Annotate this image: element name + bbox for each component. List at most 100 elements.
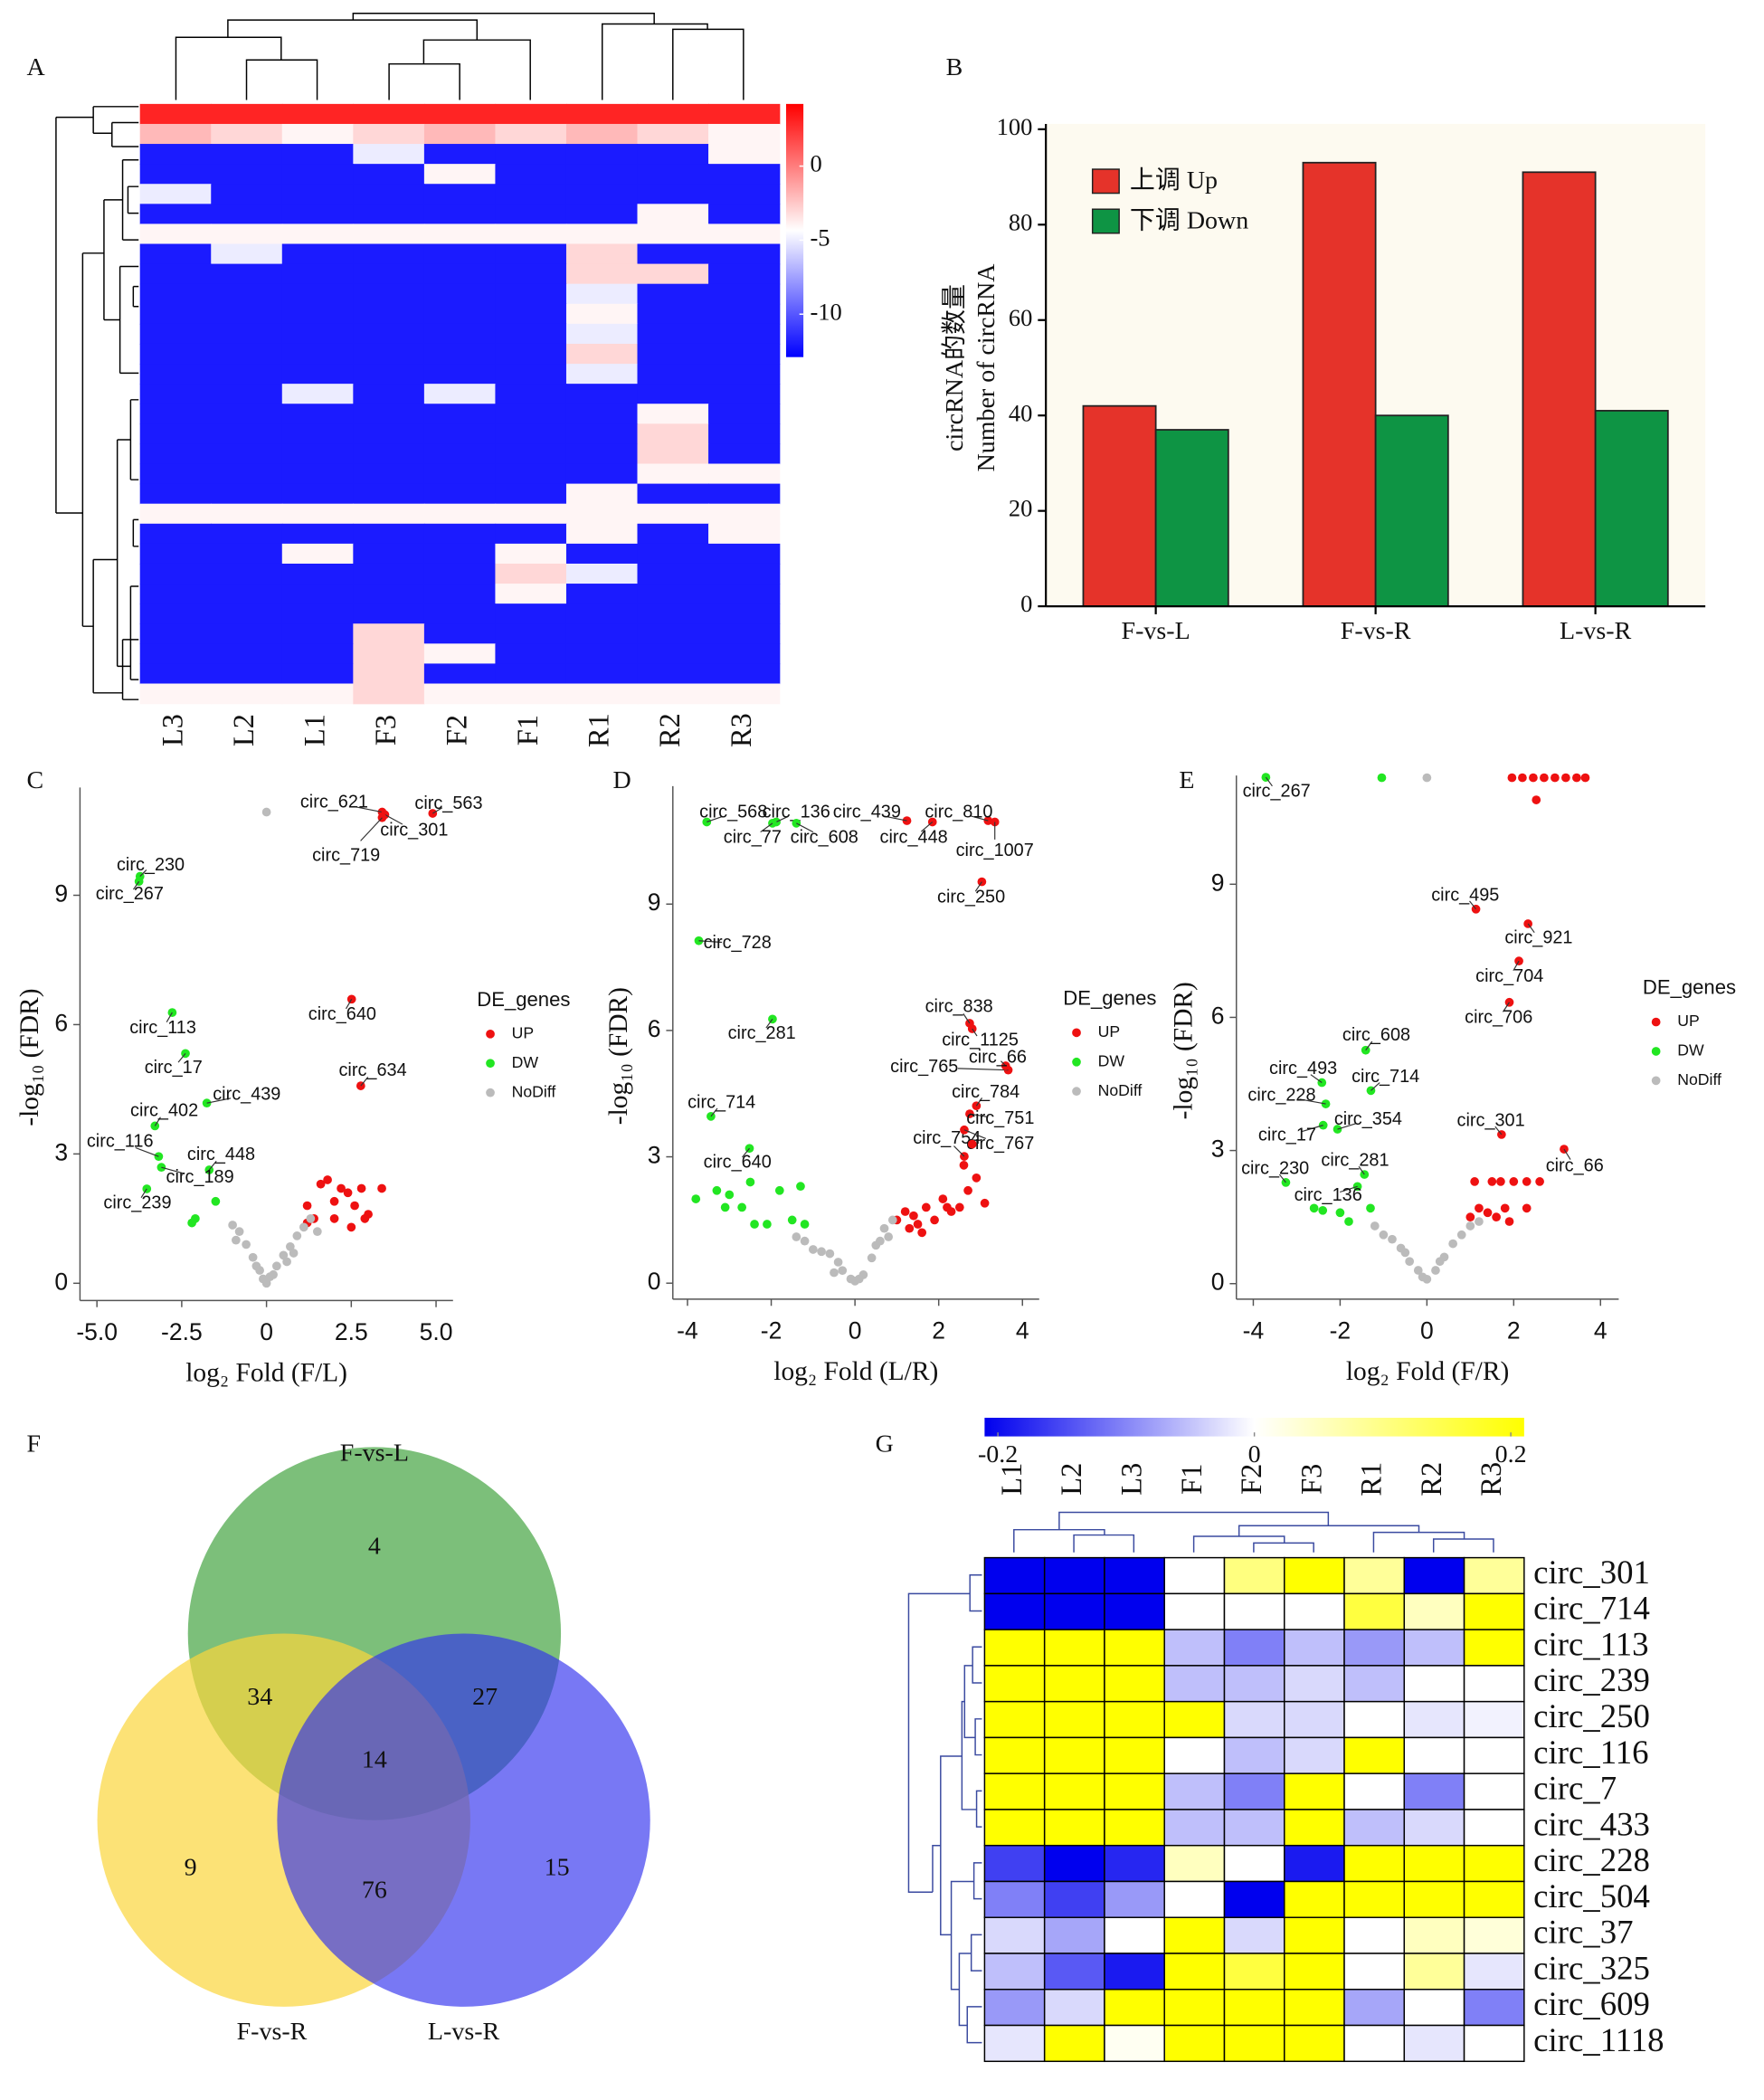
heatmap-cell <box>423 144 497 165</box>
heatmap-cell <box>353 423 425 445</box>
point <box>1413 1266 1423 1275</box>
heatmap-cell <box>353 623 425 645</box>
panel-label: E <box>1179 766 1194 794</box>
point <box>884 1232 894 1241</box>
heatmap-cell <box>708 303 781 325</box>
point <box>900 1207 910 1216</box>
heatmap-cell <box>708 123 781 145</box>
heatmap-cell <box>211 364 283 385</box>
point-label: circ_728 <box>704 933 772 953</box>
heatmap-cell <box>1284 1556 1345 1595</box>
x-tick-label: L-vs-R <box>1560 617 1632 645</box>
point <box>329 1213 339 1223</box>
heatmap-cell <box>495 503 567 525</box>
heatmap-cell <box>353 483 425 505</box>
legend-marker <box>486 1029 495 1039</box>
point <box>1523 919 1533 928</box>
point <box>1400 1248 1410 1258</box>
heatmap-cell <box>1043 1844 1105 1883</box>
label-leader <box>135 1146 159 1157</box>
x-tick-label: -2 <box>1330 1317 1351 1345</box>
heatmap-cell <box>423 263 497 285</box>
heatmap-cell <box>353 404 425 425</box>
region-count: 14 <box>362 1745 387 1773</box>
heatmap-cell <box>1043 1880 1105 1918</box>
y-tick-label: 9 <box>648 888 661 916</box>
point <box>980 1198 990 1208</box>
heatmap-cell <box>139 323 212 345</box>
label-leader <box>154 1117 161 1126</box>
heatmap-cell <box>495 683 567 705</box>
label-leader <box>1001 1060 1007 1067</box>
x-axis-label: log₂ Fold (F/L) <box>185 1359 347 1388</box>
heatmap-cell <box>565 563 639 584</box>
point <box>1522 1203 1532 1213</box>
heatmap-cell <box>495 263 567 285</box>
y-tick-label: 0 <box>648 1268 661 1295</box>
point <box>833 1258 843 1267</box>
label-leader <box>1299 1098 1326 1105</box>
point <box>1431 1266 1440 1275</box>
heatmap-cell <box>1284 1809 1345 1847</box>
label-leader <box>360 1076 369 1087</box>
point <box>261 1278 271 1288</box>
heatmap-cell <box>1463 1844 1525 1883</box>
point-label: circ_281 <box>728 1023 796 1043</box>
heatmap-cell <box>1104 1736 1165 1774</box>
point <box>282 1257 291 1267</box>
heatmap-cell <box>495 483 567 505</box>
panel-label: G <box>876 1430 894 1458</box>
heatmap-cell <box>708 463 781 485</box>
point <box>750 1220 759 1229</box>
heatmap-cell <box>495 184 567 205</box>
point <box>977 877 987 887</box>
legend-swatch <box>1091 168 1120 195</box>
heatmap-cell <box>1163 1809 1226 1847</box>
heatmap-cell <box>708 603 781 624</box>
point-label: circ_402 <box>130 1100 198 1120</box>
heatmap-cell <box>139 243 212 265</box>
point <box>1435 1257 1445 1267</box>
point-label: circ_640 <box>308 1004 376 1024</box>
heatmap-cell <box>1223 1665 1285 1703</box>
heatmap-cell <box>983 1880 1046 1918</box>
heatmap-cell <box>708 423 781 445</box>
heatmap-cell <box>1163 1880 1226 1918</box>
heatmap-cell <box>1043 1772 1105 1810</box>
heatmap-cell <box>708 663 781 685</box>
heatmap-cell <box>211 663 283 685</box>
heatmap-cell <box>708 623 781 645</box>
point <box>279 1250 289 1260</box>
heatmap-cell <box>281 384 355 404</box>
point <box>1309 1203 1319 1213</box>
point <box>1321 1099 1331 1108</box>
label-leader <box>384 813 403 825</box>
heatmap-cell <box>1163 1953 1226 1991</box>
point <box>921 1202 931 1212</box>
heatmap-cell <box>1403 1916 1465 1954</box>
point-label: circ_448 <box>187 1145 255 1164</box>
label-leader <box>432 807 443 814</box>
bar <box>1302 161 1377 607</box>
point <box>285 1241 295 1251</box>
point <box>930 1215 939 1225</box>
point <box>1361 1045 1370 1055</box>
column-label: R1 <box>1356 1462 1389 1497</box>
point-label: circ_714 <box>1351 1067 1419 1087</box>
heatmap-cell <box>1403 1989 1465 2027</box>
heatmap-cell <box>637 243 709 265</box>
heatmap-cell <box>353 303 425 325</box>
label-leader <box>796 822 814 833</box>
point <box>269 1269 278 1279</box>
heatmap-cell <box>495 584 567 604</box>
heatmap-cell <box>1343 1953 1406 1991</box>
heatmap-cell <box>281 283 355 305</box>
point <box>1422 773 1432 783</box>
heatmap-cell <box>495 323 567 345</box>
heatmap-cell <box>211 303 283 325</box>
point <box>745 1177 755 1187</box>
point <box>312 1227 322 1236</box>
heatmap-cell <box>708 364 781 385</box>
row-label: circ_228 <box>1533 1841 1650 1878</box>
heatmap-cell <box>565 683 639 705</box>
